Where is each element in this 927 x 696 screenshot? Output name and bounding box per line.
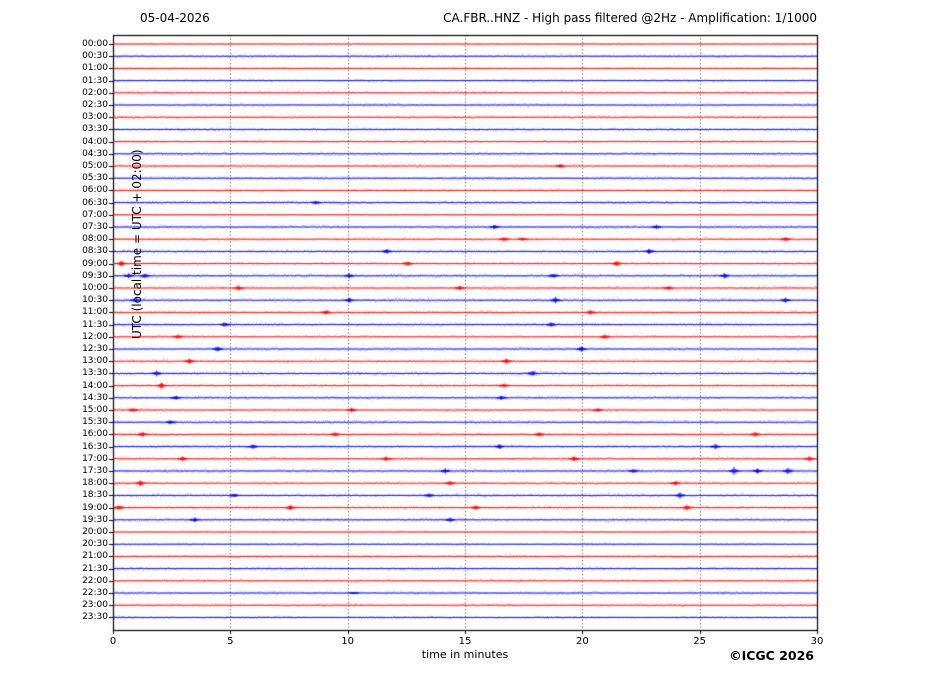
y-tick-label: 20:30	[82, 539, 108, 550]
y-tick-label: 13:00	[82, 356, 108, 367]
y-tick-label: 15:30	[82, 417, 108, 428]
y-tick-label: 23:00	[82, 600, 108, 611]
y-tick-label: 02:00	[82, 87, 108, 98]
y-tick-label: 05:30	[82, 173, 108, 184]
y-tick-label: 01:00	[82, 63, 108, 74]
y-tick-label: 00:00	[82, 39, 108, 49]
y-tick-label: 07:30	[82, 222, 108, 232]
x-tick-label: 20	[575, 636, 589, 647]
y-tick-label: 05:00	[82, 161, 108, 171]
y-tick-label: 19:30	[82, 514, 108, 525]
y-tick-label: 01:30	[82, 75, 108, 86]
x-tick-label: 15	[458, 636, 472, 647]
y-tick-label: 15:00	[82, 405, 108, 415]
y-tick-label: 23:30	[82, 612, 108, 623]
y-tick-label: 08:00	[82, 234, 108, 245]
y-tick-label: 07:00	[82, 209, 108, 220]
y-tick-label: 19:00	[82, 502, 108, 513]
y-tick-label: 10:30	[82, 295, 108, 306]
y-tick-label: 06:30	[82, 197, 108, 208]
y-tick-label: 08:30	[82, 246, 108, 257]
x-tick-label: 0	[109, 636, 117, 647]
y-tick-label: 13:30	[82, 368, 108, 379]
y-tick-label: 16:30	[82, 441, 108, 452]
y-tick-label: 02:30	[82, 100, 108, 110]
y-tick-label: 10:00	[82, 283, 108, 293]
copyright-label: ©ICGC 2026	[729, 648, 814, 663]
y-tick-label: 12:00	[82, 331, 108, 342]
y-tick-label: 17:30	[82, 466, 108, 476]
y-tick-label: 21:30	[82, 563, 108, 574]
y-tick-label: 04:00	[82, 136, 108, 147]
x-axis-title: time in minutes	[421, 648, 509, 661]
y-tick-label: 22:30	[82, 588, 108, 598]
y-tick-label: 11:00	[82, 307, 108, 318]
x-tick-label: 10	[341, 636, 355, 647]
x-tick-label: 30	[810, 636, 824, 647]
y-tick-label: 04:30	[82, 148, 108, 159]
y-tick-label: 14:00	[82, 380, 108, 391]
y-tick-label: 20:00	[82, 527, 108, 537]
y-tick-label: 17:00	[82, 453, 108, 464]
y-tick-label: 06:00	[82, 185, 108, 196]
y-tick-label: 12:30	[82, 344, 108, 354]
y-tick-label: 03:30	[82, 124, 108, 135]
y-tick-label: 11:30	[82, 319, 108, 330]
y-tick-label: 09:00	[82, 258, 108, 269]
y-tick-label: 00:30	[82, 51, 108, 62]
y-tick-label: 03:00	[82, 112, 108, 123]
y-tick-label: 16:00	[82, 429, 108, 440]
x-tick-label: 25	[693, 636, 707, 647]
y-tick-label: 18:00	[82, 478, 108, 489]
y-tick-label: 21:00	[82, 551, 108, 562]
y-tick-label: 22:00	[82, 575, 108, 586]
y-tick-label: 18:30	[82, 490, 108, 501]
y-tick-label: 09:30	[82, 270, 108, 281]
x-tick-label: 5	[227, 636, 234, 647]
y-tick-label: 14:30	[82, 392, 108, 403]
